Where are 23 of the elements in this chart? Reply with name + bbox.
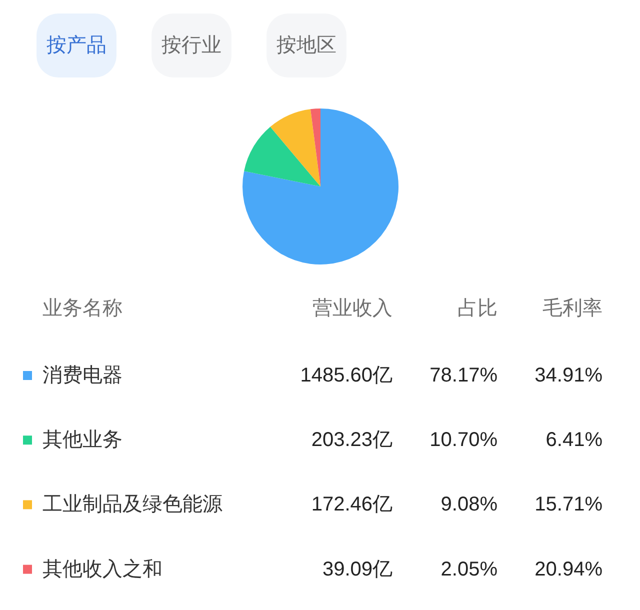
text: 毛利率 — [542, 298, 602, 320]
text: 6.41% — [546, 429, 603, 452]
text: 按地区 — [276, 34, 336, 56]
text: 20.94% — [534, 558, 603, 580]
data-label: 10.70% — [430, 429, 498, 452]
text: 34.91% — [534, 364, 603, 386]
text: 203.23亿 — [311, 429, 392, 452]
text: 占比 — [458, 298, 498, 320]
legend-label: 工业制品及绿色能源 — [42, 494, 222, 516]
legend-label: 其他收入之和 — [42, 558, 162, 580]
data-label: 78.17% — [430, 364, 498, 386]
legend-label: 其他业务 — [42, 429, 122, 452]
text: 按行业 — [162, 34, 222, 56]
data-label: 2.05% — [440, 558, 498, 580]
legend-title: 业务名称 — [42, 298, 122, 320]
data-label: 9.08% — [440, 494, 498, 516]
text: 1485.60亿 — [300, 364, 392, 386]
text: 172.46亿 — [311, 494, 392, 516]
legend-label: 消费电器 — [42, 364, 122, 386]
text: 39.09亿 — [322, 558, 393, 580]
text: 15.71% — [534, 494, 603, 516]
text: 按产品 — [46, 34, 106, 56]
text: 营业收入 — [312, 298, 392, 320]
